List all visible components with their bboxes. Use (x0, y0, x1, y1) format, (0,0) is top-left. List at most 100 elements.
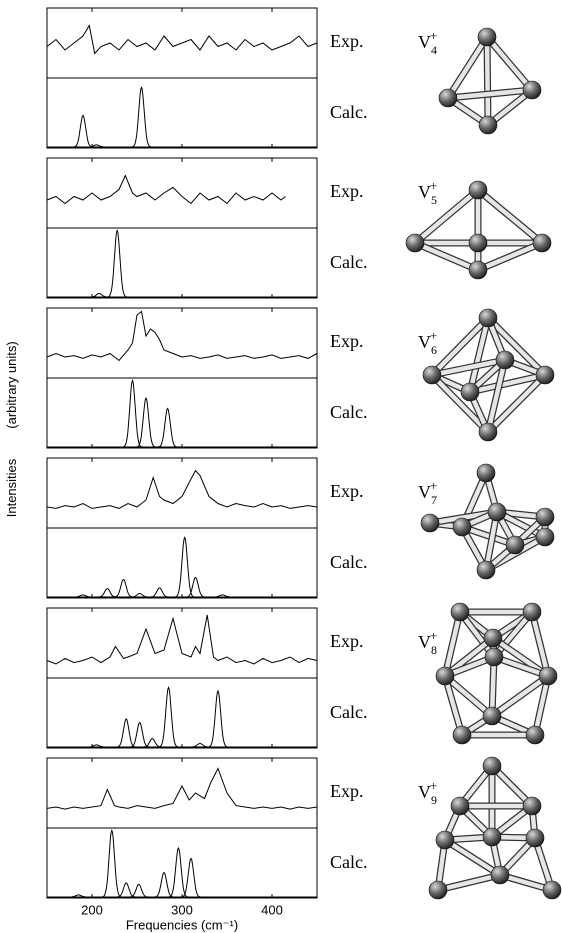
cluster-size: 6 (431, 343, 437, 357)
calc-label: Calc. (330, 852, 368, 872)
cluster-size: 7 (431, 493, 437, 507)
exp-label: Exp. (330, 631, 364, 651)
cluster-structure (421, 464, 554, 579)
calc-label: Calc. (330, 102, 368, 122)
calc-peak (117, 719, 136, 747)
exp-label: Exp. (330, 31, 364, 51)
atom (485, 648, 503, 666)
calc-peak (74, 116, 93, 147)
atom (453, 518, 471, 536)
calc-peak (108, 231, 127, 297)
bond (438, 875, 500, 890)
calc-peak (114, 580, 133, 598)
panel-frame (47, 228, 317, 298)
bond (415, 243, 478, 270)
calc-peak (175, 538, 194, 597)
atom (496, 351, 514, 369)
calc-peak (130, 723, 149, 747)
panel-frame (47, 378, 317, 448)
cluster-charge: + (430, 178, 437, 193)
atom (491, 866, 509, 884)
cluster-label: V7+ (418, 478, 437, 507)
cluster-structure (436, 603, 557, 744)
atom (483, 757, 501, 775)
calc-peak (130, 594, 149, 598)
cluster-size: 9 (431, 793, 437, 807)
exp-label: Exp. (330, 481, 364, 501)
calc-label: Calc. (330, 402, 368, 422)
atom (436, 831, 454, 849)
atom (479, 309, 497, 327)
atom (477, 561, 495, 579)
page: Intensities (arbitrary units) Frequencie… (0, 0, 562, 933)
atom (506, 536, 524, 554)
atom (423, 366, 441, 384)
cluster-label: V8+ (418, 628, 437, 657)
calc-peak (143, 739, 162, 747)
calc-peak (209, 691, 228, 747)
panel-frame (47, 308, 317, 378)
exp-spectrum (47, 312, 317, 361)
calc-peak (191, 744, 210, 748)
atom (483, 707, 501, 725)
bond (487, 37, 532, 90)
atom (523, 797, 541, 815)
calc-peak (159, 688, 178, 747)
calc-label: Calc. (330, 252, 368, 272)
cluster-charge: + (430, 478, 437, 493)
figure: Intensities (arbitrary units) Frequencie… (0, 0, 562, 933)
cluster-structure (423, 309, 554, 441)
cluster-label: V9+ (418, 778, 437, 807)
cluster-size: 5 (431, 193, 437, 207)
atom (461, 383, 479, 401)
atom (479, 423, 497, 441)
atom (469, 181, 487, 199)
bond (487, 37, 488, 125)
atom (478, 28, 496, 46)
calc-peak (137, 398, 156, 447)
atom (436, 667, 454, 685)
atom (539, 667, 557, 685)
atom (483, 828, 501, 846)
calc-peak (150, 588, 169, 597)
atom (533, 234, 551, 252)
y-axis-label: Intensities (4, 458, 19, 517)
x-tick-label: 400 (261, 902, 283, 917)
atom (536, 366, 554, 384)
calc-peak (169, 848, 188, 897)
x-axis-label: Frequencies (cm⁻¹) (126, 917, 238, 932)
bond (478, 243, 542, 270)
calc-label: Calc. (330, 552, 368, 572)
x-tick-label: 200 (81, 902, 103, 917)
exp-spectrum (47, 26, 317, 54)
panel-frame (47, 158, 317, 228)
atom (526, 829, 544, 847)
exp-label: Exp. (330, 331, 364, 351)
atom (451, 603, 469, 621)
cluster-label: V5+ (418, 178, 437, 207)
calc-peak (102, 831, 121, 897)
exp-spectrum (47, 615, 317, 664)
cluster-structure (429, 757, 561, 899)
atom (439, 89, 457, 107)
exp-spectrum (47, 769, 317, 810)
cluster-label: V6+ (418, 328, 437, 357)
calc-peak (90, 294, 109, 298)
cluster-charge: + (430, 328, 437, 343)
exp-label: Exp. (330, 781, 364, 801)
atom (484, 629, 502, 647)
atom (406, 234, 424, 252)
panel-frame (47, 678, 317, 748)
atom (421, 514, 439, 532)
bond (478, 190, 542, 243)
panel-frame (47, 608, 317, 678)
atom (523, 603, 541, 621)
atom (523, 81, 541, 99)
cluster-charge: + (430, 628, 437, 643)
cluster-label: V4+ (418, 28, 437, 57)
atom (469, 261, 487, 279)
calc-peak (98, 589, 117, 597)
cluster-size: 4 (431, 43, 437, 57)
calc-peak (132, 88, 151, 147)
cluster-structure (439, 28, 541, 134)
